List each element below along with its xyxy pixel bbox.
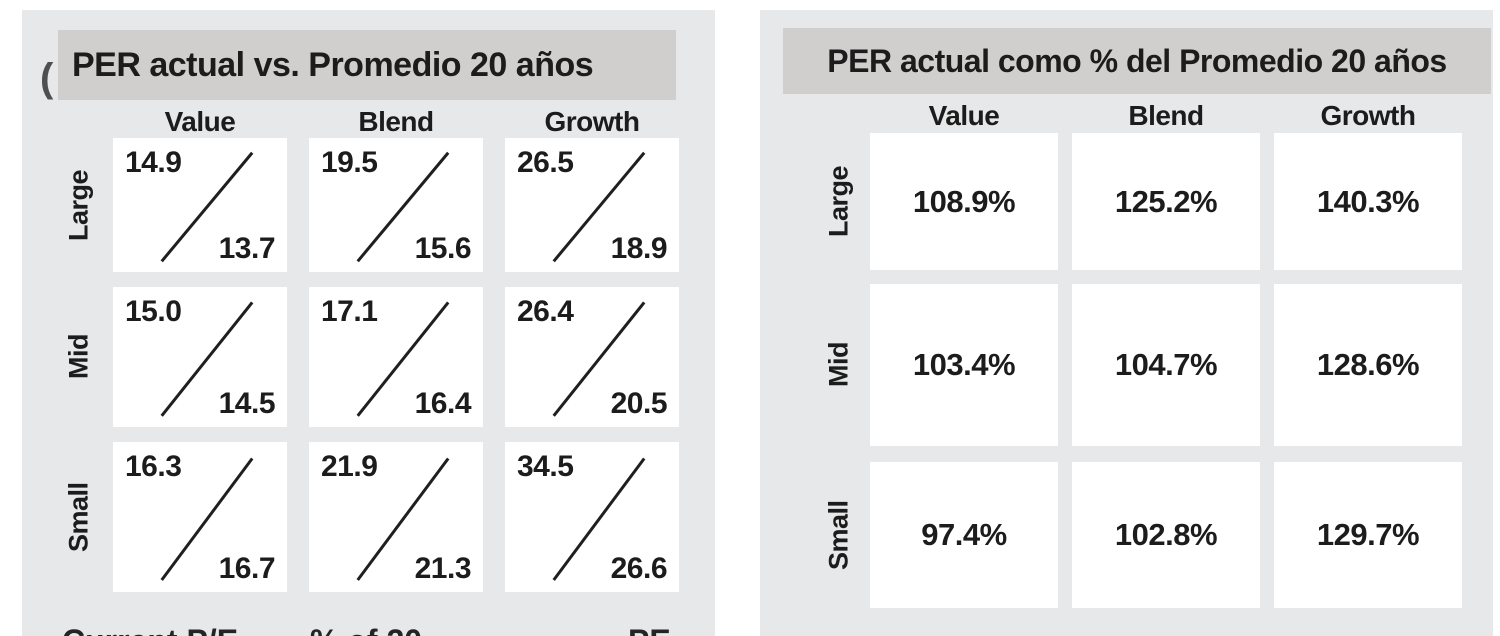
style-box-cell-small-value: 16.3 16.7 bbox=[113, 442, 287, 592]
diagonal-divider-line bbox=[552, 151, 646, 263]
row-label-mid: Mid bbox=[63, 334, 94, 380]
style-box-cell-mid-value: 15.0 14.5 bbox=[113, 287, 287, 427]
clipped-footer-text-left: Current P/E bbox=[62, 623, 238, 636]
diagonal-divider-line bbox=[356, 151, 450, 263]
average-per-value: 13.7 bbox=[218, 232, 276, 265]
row-label-small: Small bbox=[823, 500, 854, 570]
current-per-value: 26.5 bbox=[517, 146, 574, 179]
partial-hidden-glyph: ( bbox=[40, 56, 54, 100]
percent-cell-small-value: 97.4% bbox=[870, 462, 1058, 608]
diagonal-divider-line bbox=[356, 457, 450, 581]
style-box-cell-small-growth: 34.5 26.6 bbox=[505, 442, 679, 592]
current-per-value: 17.1 bbox=[321, 295, 378, 328]
average-per-value: 26.6 bbox=[610, 552, 668, 585]
column-header-growth: Growth bbox=[544, 106, 641, 137]
column-header-blend: Blend bbox=[1128, 100, 1204, 131]
current-per-value: 16.3 bbox=[125, 450, 182, 483]
percent-cell-large-growth: 140.3% bbox=[1274, 133, 1462, 270]
style-box-cell-large-growth: 26.5 18.9 bbox=[505, 138, 679, 272]
diagonal-divider-line bbox=[160, 457, 254, 581]
style-box-cell-large-value: 14.9 13.7 bbox=[113, 138, 287, 272]
average-per-value: 16.7 bbox=[218, 552, 276, 585]
average-per-value: 16.4 bbox=[414, 387, 472, 420]
column-header-value: Value bbox=[928, 100, 1000, 131]
current-per-value: 26.4 bbox=[517, 295, 574, 328]
diagonal-divider-line bbox=[552, 301, 646, 417]
current-per-value: 14.9 bbox=[125, 146, 182, 179]
diagonal-divider-line bbox=[552, 457, 646, 581]
style-box-cell-large-blend: 19.5 15.6 bbox=[309, 138, 483, 272]
percent-cell-large-value: 108.9% bbox=[870, 133, 1058, 270]
row-label-large: Large bbox=[823, 165, 854, 238]
percent-cell-mid-growth: 128.6% bbox=[1274, 284, 1462, 446]
diagonal-divider-line bbox=[160, 301, 254, 417]
left-style-box-panel: ( PER actual vs. Promedio 20 años Value … bbox=[22, 10, 715, 636]
average-per-value: 18.9 bbox=[610, 232, 668, 265]
percent-cell-small-blend: 102.8% bbox=[1072, 462, 1260, 608]
current-per-value: 21.9 bbox=[321, 450, 378, 483]
clipped-footer-text-middle: % of 20 bbox=[310, 623, 422, 636]
diagonal-divider-line bbox=[356, 301, 450, 417]
average-per-value: 15.6 bbox=[414, 232, 472, 265]
percent-cell-mid-value: 103.4% bbox=[870, 284, 1058, 446]
clipped-footer-text-right: PE bbox=[628, 623, 671, 636]
row-label-small: Small bbox=[63, 482, 94, 552]
row-label-mid: Mid bbox=[823, 342, 854, 388]
percent-cell-small-growth: 129.7% bbox=[1274, 462, 1462, 608]
diagonal-divider-line bbox=[160, 151, 254, 263]
average-per-value: 20.5 bbox=[610, 387, 668, 420]
average-per-value: 14.5 bbox=[218, 387, 276, 420]
average-per-value: 21.3 bbox=[414, 552, 472, 585]
column-header-growth: Growth bbox=[1320, 100, 1417, 131]
style-box-cell-mid-growth: 26.4 20.5 bbox=[505, 287, 679, 427]
right-percent-panel: PER actual como % del Promedio 20 años V… bbox=[760, 10, 1493, 636]
current-per-value: 34.5 bbox=[517, 450, 574, 483]
right-panel-title: PER actual como % del Promedio 20 años bbox=[783, 28, 1491, 94]
style-box-cell-small-blend: 21.9 21.3 bbox=[309, 442, 483, 592]
current-per-value: 19.5 bbox=[321, 146, 378, 179]
style-box-cell-mid-blend: 17.1 16.4 bbox=[309, 287, 483, 427]
current-per-value: 15.0 bbox=[125, 295, 182, 328]
row-label-large: Large bbox=[63, 169, 94, 241]
left-panel-title: PER actual vs. Promedio 20 años bbox=[58, 30, 676, 100]
column-header-blend: Blend bbox=[358, 106, 434, 137]
percent-cell-mid-blend: 104.7% bbox=[1072, 284, 1260, 446]
column-header-value: Value bbox=[164, 106, 236, 137]
percent-cell-large-blend: 125.2% bbox=[1072, 133, 1260, 270]
